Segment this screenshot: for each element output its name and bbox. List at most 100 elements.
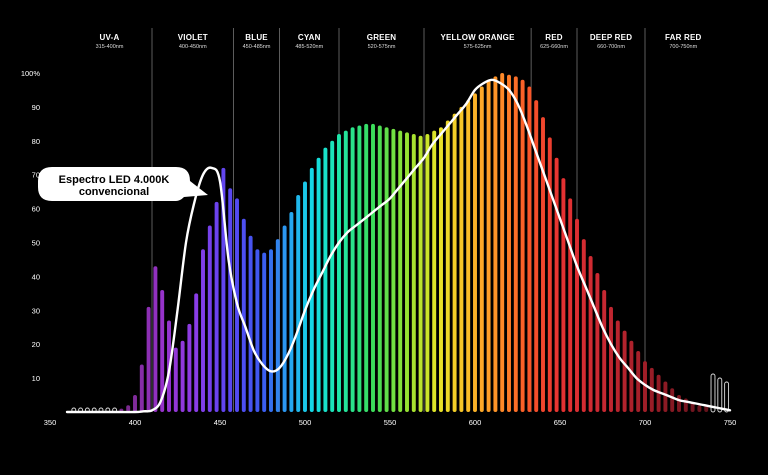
spectrum-bar [371, 123, 375, 412]
y-tick-label: 100% [21, 69, 41, 78]
spectrum-bar [296, 195, 301, 412]
spectrum-bar [364, 123, 369, 412]
spectrum-bar [513, 76, 518, 412]
band-name: DEEP RED [590, 33, 632, 42]
band-range: 700-750nm [669, 44, 697, 50]
spectrum-bar [629, 340, 634, 412]
band-name: CYAN [298, 33, 321, 42]
spectrum-bar [343, 130, 348, 412]
y-tick-label: 60 [32, 205, 40, 214]
spectrum-bar [153, 266, 158, 412]
spectrum-bar [391, 128, 396, 412]
x-axis-labels: 350 400 450 500 550 600 650 700 750 [44, 418, 737, 427]
band-range: 660-700nm [597, 44, 625, 50]
y-tick-label: 10 [32, 374, 40, 383]
spectrum-bar [194, 293, 199, 412]
y-tick-label: 20 [32, 340, 40, 349]
spectrum-bar [622, 330, 627, 412]
led-4000k-curve [65, 78, 732, 414]
band-name: UV-A [100, 33, 120, 42]
callout-bubble-shape [38, 167, 208, 201]
x-tick-label: 500 [299, 418, 312, 427]
spectrum-bar [445, 120, 450, 413]
outline-bar [724, 381, 730, 413]
y-tick-label: 50 [32, 239, 40, 248]
y-tick-label: 90 [32, 103, 40, 112]
y-tick-label: 80 [32, 137, 40, 146]
band-labels: UV-A 315-400nm VIOLET 400-450nm BLUE 450-485n… [96, 33, 702, 50]
band-range: 450-485nm [243, 44, 271, 50]
band-name: GREEN [367, 33, 396, 42]
y-tick-label: 40 [32, 272, 40, 281]
spectrum-bar [207, 225, 212, 412]
spectrum-bar [269, 249, 273, 412]
spectrum-bar [289, 211, 294, 412]
y-axis-labels: 10 20 30 40 50 60 70 80 90 100% [21, 69, 41, 383]
x-tick-label: 550 [384, 418, 397, 427]
band-range: 520-575nm [368, 44, 396, 50]
spectrum-bar [615, 320, 620, 412]
spectrum-bar [139, 364, 144, 412]
band-range: 315-400nm [96, 44, 124, 50]
x-tick-label: 600 [469, 418, 482, 427]
spectrum-bar [439, 127, 443, 413]
spectrum-bar [228, 188, 233, 412]
spectrum-bar [486, 79, 491, 412]
x-tick-label: 750 [724, 418, 737, 427]
band-name: VIOLET [178, 33, 208, 42]
spectrum-bar [350, 127, 355, 413]
spectrum-bar [507, 74, 511, 412]
spectrum-bar [214, 201, 219, 412]
spectrum-bar [466, 100, 471, 413]
spectrum-bar [459, 106, 464, 413]
spectrum-bar [377, 125, 382, 413]
spectrum-bar [568, 198, 573, 412]
spectrum-bar [201, 249, 205, 412]
callout-line-2: convencional [79, 186, 149, 198]
band-name: BLUE [245, 33, 268, 42]
spectrum-bar [126, 405, 131, 412]
band-name: RED [545, 33, 563, 42]
spectrum-bar [520, 79, 525, 412]
spectrum-bar [534, 100, 539, 413]
spectrum-bar [561, 178, 566, 412]
spectrum-bar [663, 381, 668, 412]
spectrum-bar [677, 395, 681, 412]
spectrum-bar [575, 218, 579, 412]
band-range: 625-660nm [540, 44, 568, 50]
band-name: YELLOW ORANGE [440, 33, 515, 42]
spectrum-bar [173, 347, 178, 412]
spectrum-bar [146, 306, 151, 412]
x-tick-label: 700 [639, 418, 652, 427]
spectrum-bar [595, 273, 600, 412]
spectrum-bar [262, 252, 267, 412]
spectrum-bar [670, 388, 675, 412]
spectrum-bar [323, 147, 328, 412]
spectrum-bar [160, 289, 165, 412]
spectrum-bar [554, 157, 559, 412]
x-tick-label: 400 [129, 418, 142, 427]
spectrum-bar [282, 225, 287, 412]
spectrum-bar [309, 167, 314, 412]
spectrum-bar [303, 181, 307, 412]
spectrum-bar [187, 323, 192, 412]
spectrum-bar [690, 401, 695, 412]
spectrum-bar [316, 157, 321, 412]
outline-bar [717, 377, 723, 413]
spectrum-bar [643, 361, 647, 412]
callout-line-1: Espectro LED 4.000K [59, 174, 170, 186]
spectrum-bar [697, 405, 702, 412]
spectrum-bar [357, 125, 362, 413]
callout-bubble: Espectro LED 4.000K convencional [38, 167, 208, 201]
outline-bar [710, 373, 716, 413]
spectrum-bar [527, 86, 532, 412]
spectrum-bar [398, 130, 403, 412]
y-tick-label: 30 [32, 306, 40, 315]
spectrum-bar [541, 117, 545, 412]
spectrum-bar [473, 93, 477, 412]
spectrum-bar [609, 306, 613, 412]
band-range: 575-625nm [464, 44, 492, 50]
spectrum-bar [500, 73, 505, 412]
spectrum-bar [602, 289, 607, 412]
